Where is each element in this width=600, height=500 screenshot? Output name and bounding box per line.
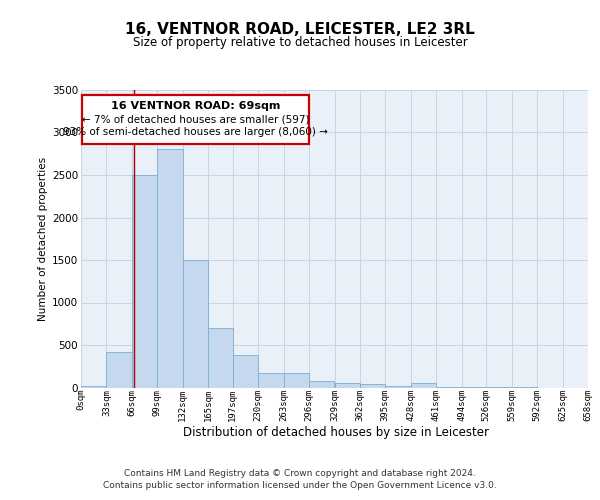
Bar <box>284 373 309 388</box>
Bar <box>335 383 360 388</box>
Bar <box>183 260 208 388</box>
Text: Contains public sector information licensed under the Open Government Licence v3: Contains public sector information licen… <box>103 480 497 490</box>
Bar <box>81 386 106 388</box>
Bar <box>436 386 461 388</box>
Bar <box>258 373 284 388</box>
Bar <box>233 355 258 388</box>
Text: Distribution of detached houses by size in Leicester: Distribution of detached houses by size … <box>183 426 489 439</box>
FancyBboxPatch shape <box>82 95 309 144</box>
Text: ← 7% of detached houses are smaller (597): ← 7% of detached houses are smaller (597… <box>82 114 309 124</box>
Text: 16, VENTNOR ROAD, LEICESTER, LE2 3RL: 16, VENTNOR ROAD, LEICESTER, LE2 3RL <box>125 22 475 37</box>
Text: Size of property relative to detached houses in Leicester: Size of property relative to detached ho… <box>133 36 467 49</box>
Bar <box>157 150 183 388</box>
Bar <box>106 352 132 388</box>
Text: 16 VENTNOR ROAD: 69sqm: 16 VENTNOR ROAD: 69sqm <box>111 101 280 111</box>
Bar <box>309 380 335 388</box>
Text: 93% of semi-detached houses are larger (8,060) →: 93% of semi-detached houses are larger (… <box>63 128 328 138</box>
Y-axis label: Number of detached properties: Number of detached properties <box>38 156 48 321</box>
Bar <box>411 383 436 388</box>
Bar <box>385 386 411 388</box>
Bar <box>132 175 157 388</box>
Text: Contains HM Land Registry data © Crown copyright and database right 2024.: Contains HM Land Registry data © Crown c… <box>124 470 476 478</box>
Bar <box>360 384 385 388</box>
Bar <box>208 328 233 388</box>
